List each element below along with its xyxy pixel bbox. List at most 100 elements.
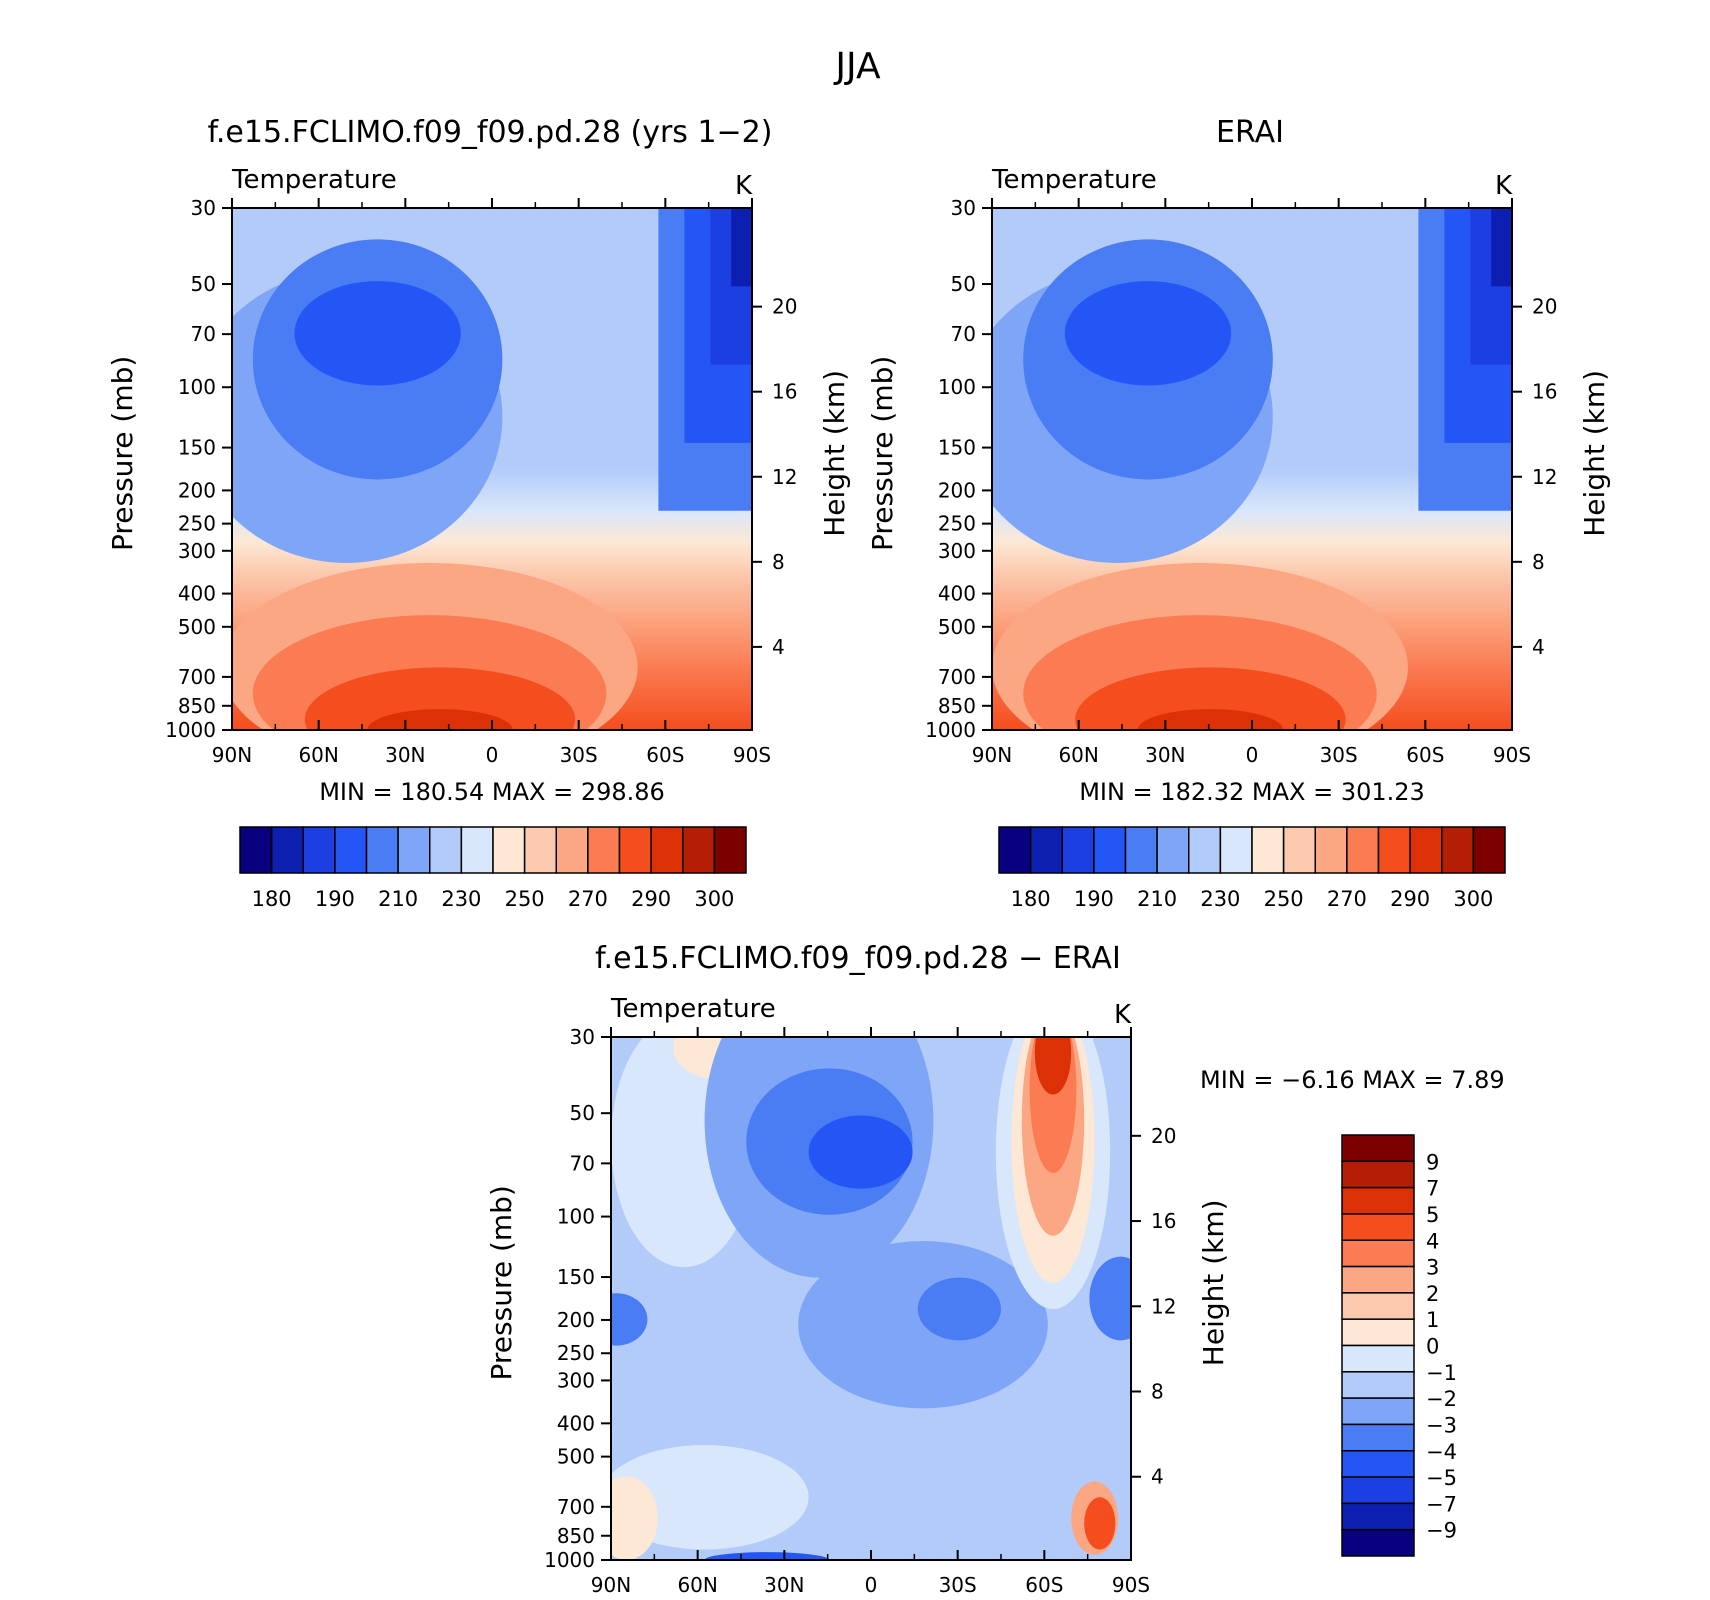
colorbar-swatch	[429, 826, 463, 874]
height-tick-label: 20	[1151, 1124, 1176, 1148]
height-tick-label: 16	[772, 380, 797, 404]
field-name-label: Temperature	[610, 994, 776, 1024]
x-tick-label: 0	[486, 743, 499, 767]
colorbar-label: −5	[1426, 1466, 1457, 1490]
y-tick-label: 50	[570, 1101, 595, 1125]
colorbar-label: 270	[568, 887, 608, 911]
height-tick-label: 4	[1532, 635, 1545, 659]
x-tick-label: 90N	[972, 743, 1012, 767]
y-tick-label: 850	[557, 1524, 595, 1548]
colorbar-swatch	[1314, 826, 1348, 874]
colorbar-swatch	[1188, 826, 1222, 874]
y-tick-label: 250	[938, 512, 976, 536]
y-axis-title: Pressure (mb)	[866, 356, 899, 551]
polar-band	[731, 208, 752, 287]
y-tick-label: 100	[557, 1205, 595, 1229]
contour-blob	[1084, 1497, 1116, 1550]
y-tick-label: 500	[938, 615, 976, 639]
contour-blob	[367, 709, 513, 730]
x-tick-label: 90N	[591, 1573, 631, 1597]
height-tick-label: 8	[1151, 1380, 1164, 1404]
colorbar-label: 5	[1426, 1203, 1439, 1227]
panel-title: f.e15.FCLIMO.f09_f09.pd.28 − ERAI	[595, 941, 1121, 976]
colorbar-swatch	[587, 826, 621, 874]
colorbar-label: 250	[1264, 887, 1304, 911]
contour-blob	[1137, 709, 1284, 730]
x-tick-label: 0	[865, 1573, 878, 1597]
colorbar-label: 0	[1426, 1335, 1439, 1359]
colorbar-swatch	[1251, 826, 1285, 874]
colorbar-swatch	[1341, 1318, 1415, 1347]
height-tick-label: 12	[772, 465, 797, 489]
colorbar-label: −9	[1426, 1519, 1457, 1543]
y-tick-label: 700	[557, 1495, 595, 1519]
colorbar-swatch	[1282, 826, 1316, 874]
colorbar-label: 3	[1426, 1256, 1439, 1280]
contour-blob	[611, 1444, 809, 1550]
y-tick-label: 400	[938, 582, 976, 606]
y-tick-label: 50	[951, 272, 976, 296]
colorbar-swatch	[1156, 826, 1190, 874]
colorbar-swatch	[650, 826, 684, 874]
colorbar-swatch	[334, 826, 368, 874]
colorbar-swatch	[682, 826, 716, 874]
x-tick-label: 90S	[733, 743, 771, 767]
colorbar-swatch	[1341, 1344, 1415, 1373]
y-tick-label: 50	[191, 272, 216, 296]
panel-2: f.e15.FCLIMO.f09_f09.pd.28 − ERAI Tempera…	[485, 941, 1505, 1597]
y-axis-title-right: Height (km)	[818, 370, 851, 537]
colorbar-label: −1	[1426, 1361, 1457, 1385]
y-axis-title-right: Height (km)	[1197, 1199, 1230, 1366]
y-tick-label: 150	[557, 1265, 595, 1289]
contour-blob	[917, 1277, 1002, 1341]
colorbar-swatch	[1472, 826, 1506, 874]
colorbar-label: 7	[1426, 1177, 1439, 1201]
x-tick-label: 30N	[764, 1573, 804, 1597]
contour-blob	[294, 281, 461, 386]
colorbar-swatch	[1341, 1134, 1415, 1163]
y-tick-label: 850	[178, 694, 216, 718]
x-tick-label: 60N	[298, 743, 338, 767]
contour-blob	[798, 1240, 1048, 1409]
x-tick-label: 60N	[1058, 743, 1098, 767]
x-tick-label: 0	[1246, 743, 1259, 767]
x-tick-label: 30S	[939, 1573, 977, 1597]
y-tick-label: 150	[938, 436, 976, 460]
height-tick-label: 20	[772, 295, 797, 319]
contour-blob	[611, 1293, 648, 1346]
colorbar-swatch	[397, 826, 431, 874]
colorbar-swatch	[1341, 1239, 1415, 1268]
colorbar-swatch	[1341, 1160, 1415, 1189]
colorbar-swatch	[618, 826, 652, 874]
contour-field-0	[232, 208, 752, 730]
x-tick-label: 30N	[1145, 743, 1185, 767]
height-tick-label: 12	[1151, 1294, 1176, 1318]
field-name-label: Temperature	[991, 165, 1157, 195]
colorbar-label: −2	[1426, 1387, 1457, 1411]
colorbar-label: 210	[1137, 887, 1177, 911]
height-tick-label: 4	[1151, 1465, 1164, 1489]
y-tick-label: 30	[191, 196, 216, 220]
units-label: K	[1495, 171, 1513, 201]
y-tick-label: 300	[938, 539, 976, 563]
colorbar-swatch	[713, 826, 747, 874]
x-tick-label: 90N	[212, 743, 252, 767]
colorbar-swatch	[1341, 1213, 1415, 1241]
contour-blob	[808, 1115, 913, 1189]
y-tick-label: 150	[178, 436, 216, 460]
colorbar-swatch	[1219, 826, 1253, 874]
colorbar-swatch	[239, 826, 273, 874]
colorbar-label: −3	[1426, 1413, 1457, 1437]
colorbar-label: 1	[1426, 1308, 1439, 1332]
contour-field-1	[992, 208, 1512, 730]
colorbar-0: 180 190 210 230 250 270 290 300	[239, 826, 747, 911]
colorbar-label: 300	[1453, 887, 1493, 911]
x-tick-label: 30S	[560, 743, 598, 767]
y-tick-label: 250	[557, 1341, 595, 1365]
x-tick-label: 90S	[1112, 1573, 1150, 1597]
colorbar-swatch	[1124, 826, 1158, 874]
colorbar-swatch	[1346, 826, 1380, 874]
colorbar-swatch	[555, 826, 589, 874]
colorbar-swatch	[365, 826, 399, 874]
height-tick-label: 12	[1532, 465, 1557, 489]
